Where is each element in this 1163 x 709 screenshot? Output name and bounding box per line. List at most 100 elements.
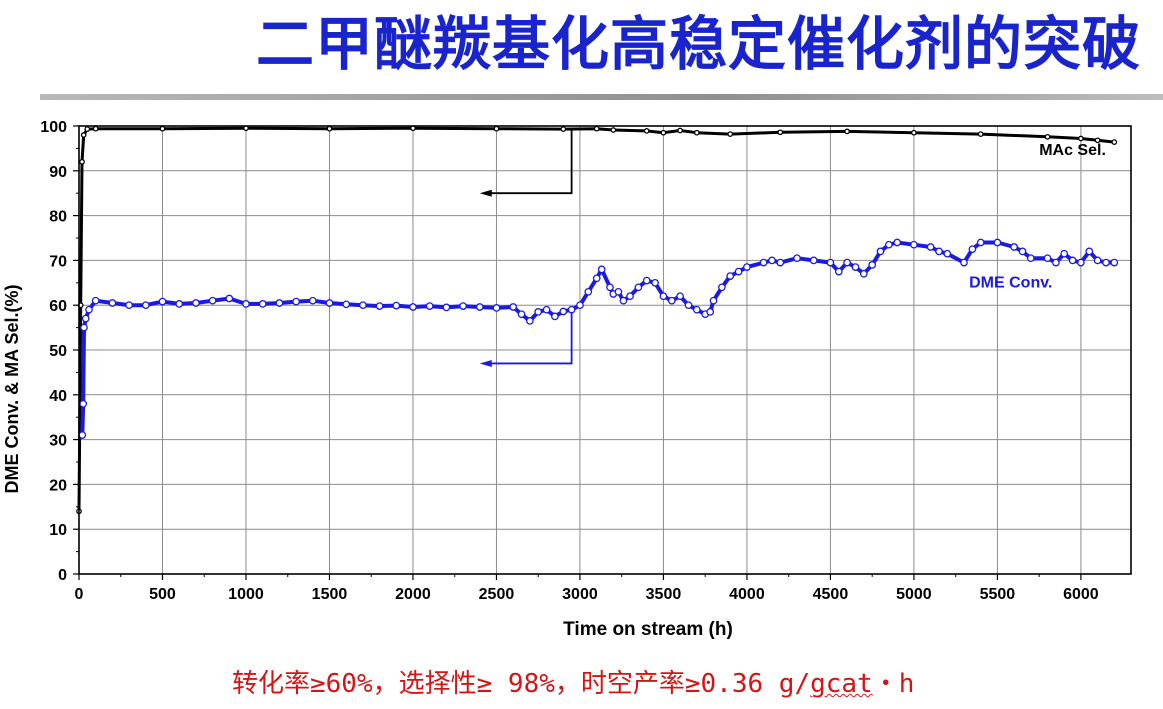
mac-sel-point — [844, 128, 850, 135]
dme-conv-point — [926, 243, 935, 251]
x-tick-label: 0 — [75, 586, 84, 603]
dme-conv-point — [559, 307, 568, 316]
plot-frame — [78, 125, 1132, 575]
mac-sel-point — [92, 125, 99, 132]
dme-conv-point — [359, 301, 367, 310]
x-axis-label: Time on stream (h) — [563, 619, 733, 640]
dme-conv-point — [868, 261, 877, 269]
grid-lines — [79, 126, 1131, 574]
pointer-arrow-head — [479, 189, 492, 197]
dme-conv-point — [81, 314, 90, 323]
mac-sel-point — [911, 129, 917, 136]
series-annotation-label: MAc Sel. — [1039, 142, 1106, 159]
mac-sel-point — [79, 158, 85, 165]
dme-conv-point — [80, 323, 88, 332]
dme-conv-point — [734, 267, 743, 276]
dme-conv-point — [834, 267, 843, 276]
dme-conv-point — [1110, 258, 1119, 267]
dme-conv-point — [125, 301, 133, 310]
dme-conv-point — [726, 272, 735, 280]
y-tick-label: 100 — [40, 119, 67, 136]
mac-sel-point — [693, 129, 700, 136]
dme-conv-point — [258, 300, 267, 308]
dme-conv-point — [292, 297, 300, 306]
dme-conv-point — [993, 238, 1002, 247]
y-tick-label: 20 — [49, 477, 67, 494]
dme-conv-point — [551, 312, 559, 321]
series-layer — [76, 125, 1119, 515]
performance-caption: 转化率≥60%，选择性≥ 98%，时空产率≥0.36 g/gcat・h — [232, 664, 1162, 704]
x-tick-label: 1000 — [228, 586, 264, 603]
dme-conv-point — [626, 292, 634, 301]
dme-conv-point — [1052, 258, 1060, 267]
axis-pointer-arrows — [479, 128, 573, 367]
x-tick-label: 3500 — [646, 586, 682, 603]
dme-conv-point — [960, 258, 968, 267]
dme-conv-point — [85, 305, 93, 314]
x-tick-label: 2000 — [395, 586, 431, 603]
x-tick-label: 6000 — [1063, 586, 1099, 603]
dme-conv-point — [759, 258, 768, 267]
dme-conv-point — [141, 301, 150, 310]
series-annotations: MAc Sel. DME Conv. — [969, 142, 1106, 291]
dme-conv-point — [709, 296, 718, 305]
dme-conv-point — [614, 287, 623, 296]
dme-conv-point — [1102, 258, 1110, 267]
dme-conv-point — [743, 263, 751, 271]
mac-sel-point — [560, 126, 567, 132]
mac-sel-point — [643, 128, 650, 134]
dme-conv-point — [576, 301, 584, 310]
dme-conv-point — [225, 294, 234, 303]
x-tick-label: 5000 — [896, 586, 932, 603]
dme-conv-point — [642, 276, 651, 285]
x-tick-label: 2500 — [479, 586, 515, 603]
dme-conv-point — [592, 274, 601, 283]
caption-unit: gcat — [810, 669, 873, 699]
time-on-stream-chart: 0 500 1000 1500 2000 2500 3000 3500 4000 4500 5000… — [2, 119, 1132, 640]
x-tick-label: 500 — [149, 586, 176, 603]
y-tick-label: 90 — [49, 164, 67, 181]
dme-conv-point — [793, 254, 801, 263]
dme-conv-point — [768, 256, 776, 265]
dme-conv-point — [308, 296, 317, 305]
dme-conv-point — [893, 238, 902, 247]
x-tick-label: 4000 — [729, 586, 765, 603]
mac-sel-point — [727, 131, 734, 137]
dme-conv-point — [1077, 258, 1085, 267]
dme-conv-point — [809, 256, 818, 265]
dme-conv-point — [684, 301, 693, 310]
x-tick-label: 4500 — [813, 586, 849, 603]
dme-conv-point — [509, 303, 518, 311]
dme-conv-point — [619, 296, 628, 305]
dme-conv-point — [1018, 247, 1027, 256]
pointer-arrow-head — [479, 359, 492, 367]
mac-sel-point — [80, 132, 87, 138]
dme-conv-point — [442, 303, 451, 312]
y-tick-labels: 0 10 20 30 40 50 60 70 80 90 100 — [40, 119, 67, 584]
x-tick-label: 1500 — [312, 586, 348, 603]
dme-conv-point — [859, 269, 868, 278]
dme-conv-point — [659, 292, 668, 301]
dme-conv-point — [475, 303, 484, 311]
dme-conv-point — [851, 263, 860, 271]
pointer-arrow-line — [489, 128, 573, 195]
y-tick-label: 70 — [49, 253, 67, 270]
dme-conv-point — [885, 240, 893, 249]
mac-sel-point — [593, 125, 600, 132]
dme-conv-point — [517, 310, 526, 319]
mac-sel-point — [326, 125, 333, 132]
x-tick-label: 3000 — [562, 586, 598, 603]
mac-sel-point — [493, 125, 500, 132]
dme-conv-point — [175, 300, 184, 308]
dme-conv-point — [1093, 256, 1102, 265]
dme-conv-point — [108, 299, 117, 307]
dme-conv-point — [876, 247, 885, 256]
dme-conv-point — [910, 240, 918, 249]
dme-conv-point — [718, 283, 726, 292]
series-annotation-label: DME Conv. — [969, 274, 1052, 291]
dme-conv-point — [275, 299, 284, 307]
dme-conv-point — [843, 258, 851, 267]
dme-conv-point — [676, 292, 684, 301]
mac-sel-point — [977, 131, 984, 137]
dme-conv-point — [976, 238, 985, 247]
